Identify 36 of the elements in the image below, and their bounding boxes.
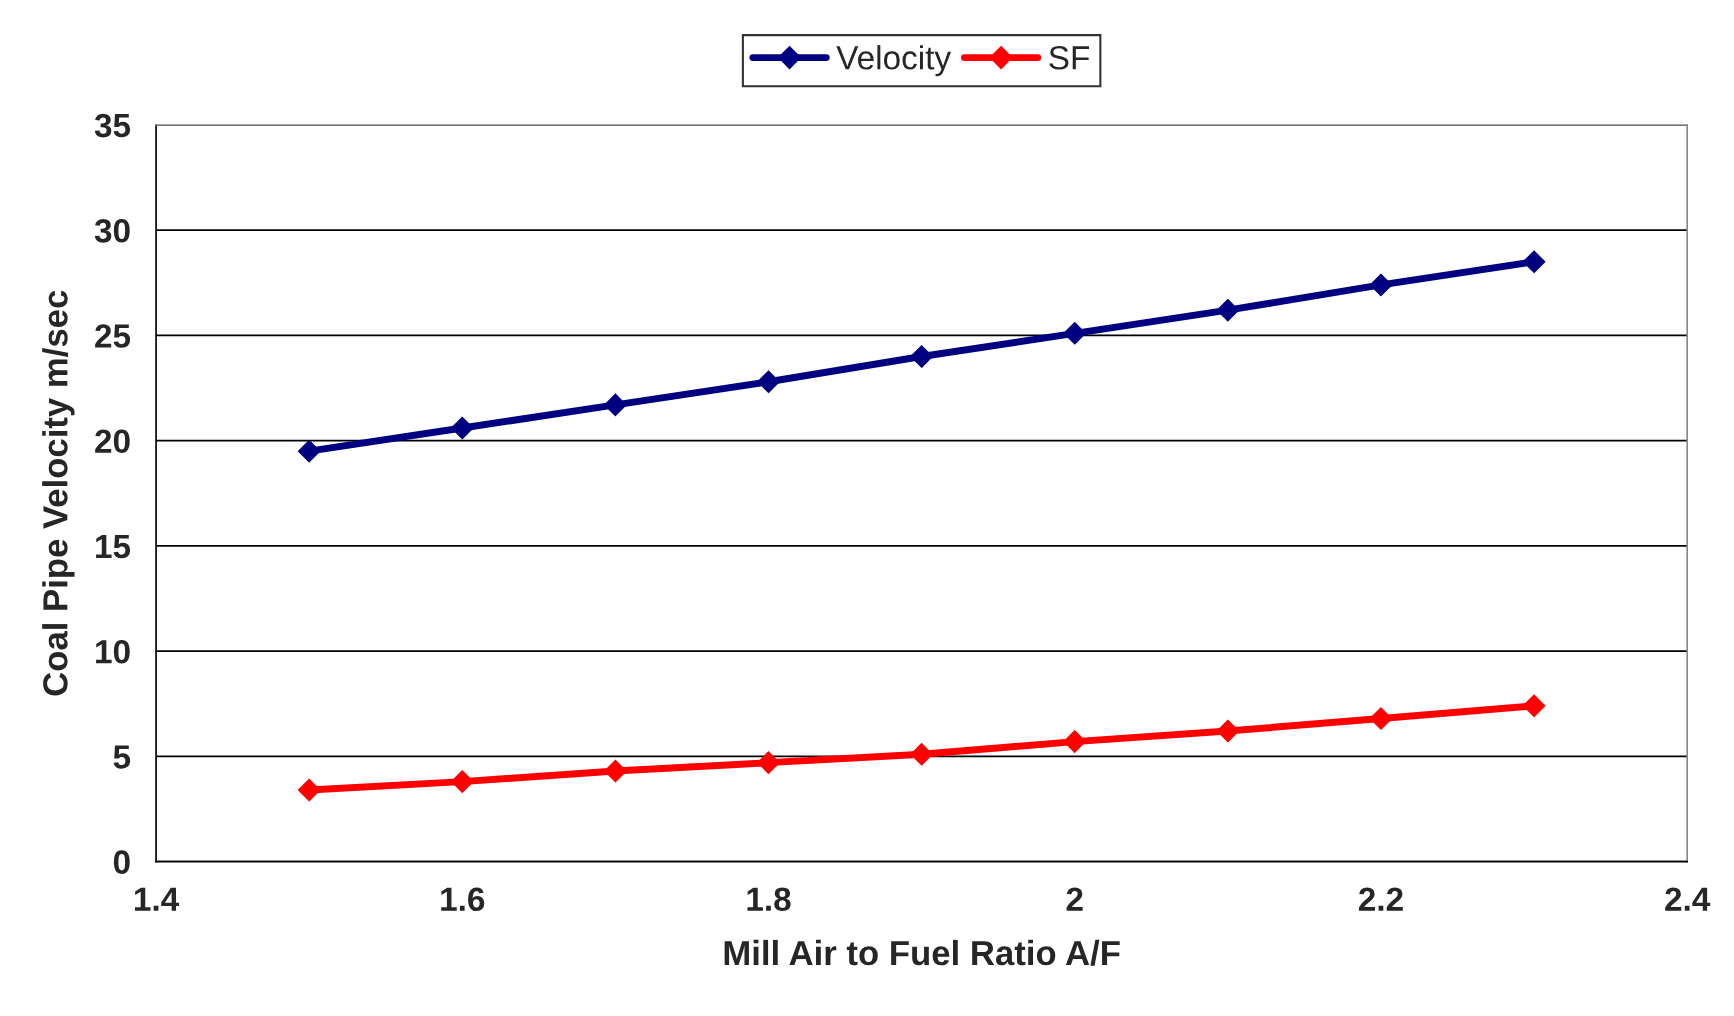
x-tick-label: 1.4 [134, 887, 180, 911]
x-tick-label: 2 [1066, 887, 1083, 911]
point [1522, 694, 1546, 718]
x-axis-title: Mill Air to Fuel Ratio A/F [724, 939, 1120, 966]
point [297, 778, 321, 802]
point [757, 370, 780, 394]
x-tick-label: 2.4 [1665, 887, 1711, 911]
point [910, 742, 933, 766]
point [450, 770, 474, 793]
legend-label: Velocity [836, 45, 952, 77]
point [1369, 707, 1393, 730]
point [604, 393, 627, 417]
point [1522, 250, 1546, 274]
point [1063, 322, 1087, 345]
x-tick-label: 1.6 [441, 887, 485, 912]
point [757, 751, 780, 774]
y-axis-title: Coal Pipe Velocity m/sec [42, 290, 75, 696]
y-tick-label: 25 [95, 324, 131, 348]
y-tick-label: 15 [96, 535, 131, 559]
y-tick-label: 10 [96, 639, 130, 664]
point [604, 759, 627, 783]
y-tick-label: 20 [95, 429, 130, 454]
y-tick-label: 35 [94, 113, 131, 138]
x-tick-label: 1.8 [747, 887, 791, 912]
point [1063, 730, 1087, 753]
point [1216, 298, 1240, 322]
x-tick-label: 2.2 [1358, 887, 1403, 911]
y-tick-label: 0 [113, 850, 130, 874]
point [1369, 273, 1393, 297]
point [297, 439, 321, 463]
y-tick-label: 30 [94, 219, 130, 243]
point [450, 416, 474, 440]
legend-label: SF [1049, 46, 1090, 70]
y-tick-label: 5 [113, 745, 131, 769]
point [910, 345, 933, 368]
point [1216, 719, 1240, 743]
